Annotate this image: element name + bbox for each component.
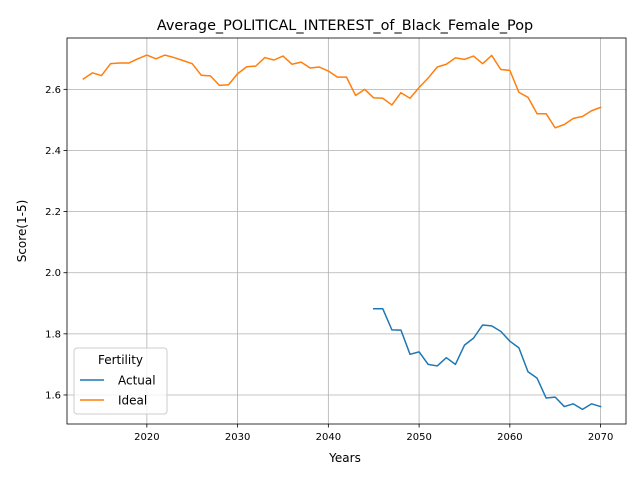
y-tick-label: 2.6 xyxy=(45,85,61,96)
legend: Fertility Actual Ideal xyxy=(73,347,168,415)
x-tick-label: 2030 xyxy=(225,432,250,443)
axis-ticks: 2020 2030 2040 2050 2060 2070 1.6 1.8 2.0 2.2 2.4 2… xyxy=(45,85,613,443)
series-line-ideal xyxy=(82,54,602,129)
y-tick-label: 1.8 xyxy=(45,329,61,340)
x-tick-label: 2060 xyxy=(497,432,522,443)
x-axis-label: Years xyxy=(328,451,361,465)
x-tick-label: 2070 xyxy=(588,432,613,443)
y-tick-label: 2.2 xyxy=(45,207,61,218)
series-line-actual xyxy=(372,308,602,411)
x-tick-label: 2050 xyxy=(406,432,431,443)
legend-box xyxy=(73,347,168,415)
plot-frame xyxy=(66,37,627,425)
chart-title: Average_POLITICAL_INTEREST_of_Black_Fema… xyxy=(157,18,533,34)
x-tick-label: 2020 xyxy=(134,432,159,443)
y-tick-label: 2.0 xyxy=(45,268,61,279)
legend-label-actual: Actual xyxy=(118,374,156,388)
legend-title: Fertility xyxy=(98,353,143,367)
series-lines xyxy=(82,54,602,411)
y-tick-label: 1.6 xyxy=(45,390,61,401)
legend-label-ideal: Ideal xyxy=(118,394,147,408)
y-axis-label: Score(1-5) xyxy=(15,200,29,263)
y-tick-label: 2.4 xyxy=(45,146,61,157)
x-tick-label: 2040 xyxy=(316,432,341,443)
